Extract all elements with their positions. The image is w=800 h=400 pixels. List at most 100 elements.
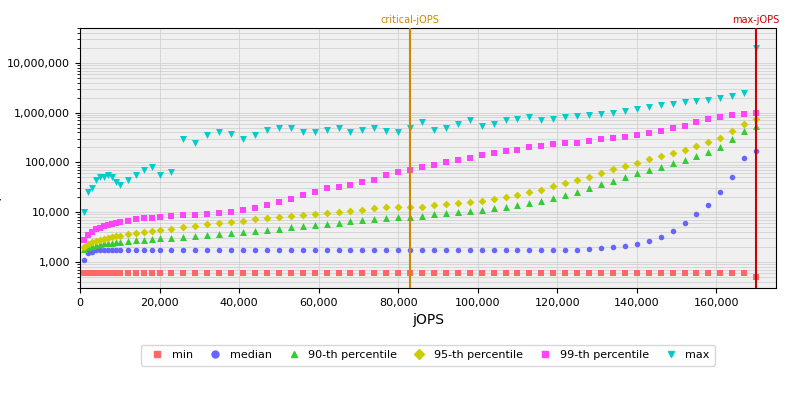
Point — [273, 124, 286, 131]
Point — [261, 227, 274, 233]
Point — [666, 270, 679, 276]
Point — [177, 270, 190, 276]
Point — [380, 247, 393, 254]
Point — [618, 163, 631, 169]
Point — [523, 114, 536, 121]
Point — [726, 136, 738, 142]
Point — [416, 247, 429, 254]
Point — [475, 207, 488, 213]
Legend: min, median, 90-th percentile, 95-th percentile, 99-th percentile, max: min, median, 90-th percentile, 95-th per… — [141, 344, 715, 366]
Point — [570, 113, 583, 119]
Point — [344, 270, 357, 276]
Point — [511, 247, 524, 254]
Point — [475, 198, 488, 204]
Point — [547, 183, 560, 190]
Point — [630, 170, 643, 177]
Point — [523, 200, 536, 207]
Point — [630, 270, 643, 276]
Text: max-jOPS: max-jOPS — [733, 15, 780, 25]
Point — [380, 215, 393, 221]
Point — [130, 230, 142, 236]
Point — [213, 220, 226, 226]
Point — [78, 236, 90, 243]
Point — [404, 124, 417, 131]
Point — [320, 221, 333, 227]
Point — [201, 132, 214, 138]
Point — [594, 270, 607, 276]
Point — [213, 210, 226, 216]
Point — [392, 129, 405, 136]
Point — [630, 160, 643, 166]
Point — [102, 222, 114, 228]
Point — [451, 270, 464, 276]
Point — [308, 247, 321, 254]
Point — [702, 270, 714, 276]
Point — [499, 194, 512, 200]
Point — [714, 144, 726, 150]
Point — [273, 214, 286, 220]
Point — [110, 233, 122, 239]
Point — [308, 211, 321, 217]
Point — [666, 150, 679, 156]
Point — [594, 245, 607, 251]
Point — [225, 247, 238, 254]
Point — [98, 223, 110, 230]
Point — [654, 234, 667, 240]
Point — [332, 209, 345, 215]
Point — [392, 214, 405, 220]
Point — [606, 135, 619, 141]
Point — [106, 221, 118, 227]
Point — [570, 189, 583, 196]
Point — [726, 128, 738, 134]
Point — [654, 153, 667, 159]
Point — [145, 214, 158, 221]
Point — [439, 270, 452, 276]
Point — [666, 101, 679, 107]
Point — [499, 270, 512, 276]
Point — [130, 270, 142, 276]
Point — [102, 247, 114, 254]
Point — [237, 207, 250, 213]
Point — [122, 247, 134, 254]
Point — [344, 247, 357, 254]
X-axis label: jOPS: jOPS — [412, 313, 444, 327]
Point — [356, 127, 369, 133]
Point — [630, 241, 643, 247]
Point — [153, 247, 166, 254]
Point — [702, 149, 714, 156]
Point — [547, 141, 560, 148]
Point — [523, 247, 536, 254]
Point — [630, 132, 643, 138]
Point — [427, 270, 440, 276]
Point — [738, 110, 750, 117]
Point — [261, 202, 274, 208]
Point — [332, 247, 345, 254]
Point — [82, 270, 94, 276]
Point — [284, 224, 297, 230]
Point — [738, 90, 750, 96]
Point — [559, 180, 572, 186]
Point — [90, 242, 102, 248]
Point — [654, 270, 667, 276]
Point — [165, 168, 178, 175]
Point — [439, 247, 452, 254]
Point — [666, 160, 679, 167]
Point — [110, 179, 122, 185]
Point — [559, 114, 572, 121]
Point — [78, 257, 90, 263]
Point — [594, 110, 607, 117]
Point — [94, 225, 106, 231]
Point — [511, 202, 524, 208]
Point — [249, 205, 262, 212]
Point — [642, 238, 655, 244]
Point — [463, 247, 476, 254]
Point — [273, 247, 286, 254]
Point — [368, 247, 381, 254]
Point — [189, 223, 202, 229]
Point — [678, 122, 691, 129]
Point — [344, 182, 357, 188]
Point — [463, 208, 476, 214]
Point — [690, 119, 703, 126]
Point — [690, 153, 703, 159]
Point — [308, 129, 321, 136]
